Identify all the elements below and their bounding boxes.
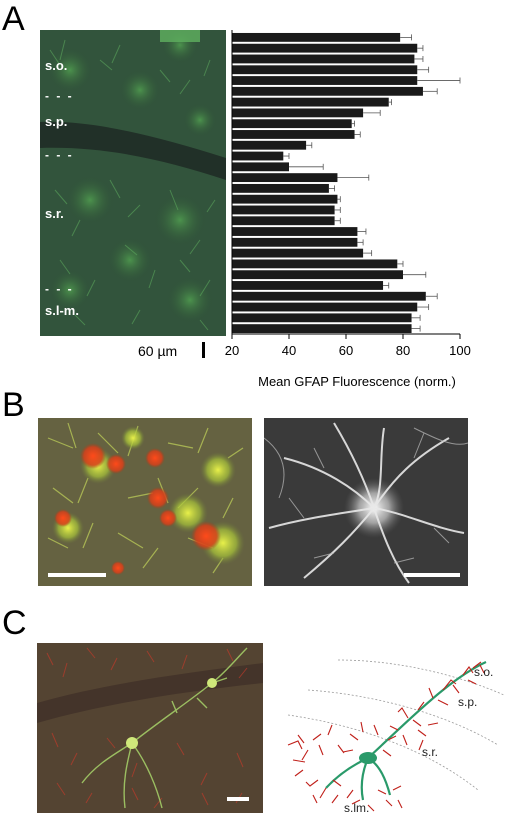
- layer-boundary-line-1: [337, 659, 504, 696]
- x-axis-label: Mean GFAP Fluorescence (norm.): [258, 374, 456, 389]
- drawing-label-slm: s.lm.: [344, 801, 369, 815]
- bar-7: [232, 97, 389, 107]
- bar-12: [232, 151, 284, 161]
- drawing-label-sp: s.p.: [458, 695, 477, 709]
- bar-16: [232, 194, 338, 204]
- layer-label-sp: s.p.: [45, 114, 68, 129]
- bar-3: [232, 54, 415, 64]
- x-tick-label-80: 80: [396, 343, 410, 358]
- bar-5: [232, 76, 418, 85]
- drawing-label-so: s.o.: [474, 665, 493, 679]
- gfap-bar-chart: 20 40 60 80 100: [225, 30, 471, 358]
- bar-19: [232, 227, 358, 236]
- filled-processes: [325, 661, 487, 801]
- drawing-label-sr: s.r.: [422, 745, 438, 759]
- single-astrocyte-gfap-image: [264, 418, 468, 586]
- gfap-micrograph: [40, 30, 226, 336]
- astrocyte-reconstruction-drawing: s.o. s.p. s.r. s.lm.: [287, 659, 504, 815]
- bar-28: [232, 324, 412, 334]
- layer-boundary-dash-2: - - -: [45, 148, 74, 162]
- layer-label-sr: s.r.: [45, 206, 64, 221]
- x-tick-label-60: 60: [339, 343, 353, 358]
- bar-23: [232, 270, 403, 280]
- bar-1: [232, 32, 401, 42]
- layer-boundary-dash-1: - - -: [45, 89, 74, 103]
- astrocyte-arbors: [287, 661, 485, 812]
- layer-boundary-line-3: [287, 714, 479, 791]
- bar-4: [232, 65, 418, 75]
- panel-a-letter: A: [2, 0, 25, 38]
- filled-astrocyte-network-image: [37, 643, 263, 813]
- x-tick-label-100: 100: [449, 343, 471, 358]
- astrocyte-neuron-merge-image: [38, 418, 252, 586]
- layer-boundary-line-2: [307, 689, 499, 746]
- bar-26: [232, 302, 418, 312]
- bar-10: [232, 130, 355, 139]
- hippocampus-gfap-image: s.o. - - - s.p. - - - s.r. - - - s.l-m.: [40, 30, 226, 336]
- layer-label-slm: s.l-m.: [45, 303, 79, 318]
- scale-bar-60um: [202, 342, 205, 358]
- scale-bar-label: 60 µm: [138, 343, 178, 359]
- bar-24: [232, 281, 384, 290]
- bar-18: [232, 216, 335, 226]
- layer-label-so: s.o.: [45, 58, 68, 73]
- bar-8: [232, 108, 364, 118]
- bar-15: [232, 183, 329, 193]
- bar-22: [232, 259, 398, 269]
- bar-17: [232, 205, 335, 215]
- bar-2: [232, 43, 418, 53]
- x-tick-label-40: 40: [282, 343, 296, 358]
- panel-b-letter: B: [2, 386, 25, 424]
- bar-13: [232, 162, 289, 172]
- bar-6: [232, 86, 423, 96]
- bar-9: [232, 119, 352, 129]
- bar-27: [232, 313, 412, 323]
- layer-boundary-dash-3: - - -: [45, 282, 74, 296]
- panel-c-letter: C: [2, 604, 27, 642]
- bar-20: [232, 237, 358, 247]
- bar-11: [232, 140, 307, 150]
- soma: [359, 752, 377, 764]
- bar-25: [232, 291, 426, 301]
- bar-21: [232, 248, 364, 258]
- x-tick-label-20: 20: [225, 343, 239, 358]
- bar-14: [232, 173, 338, 183]
